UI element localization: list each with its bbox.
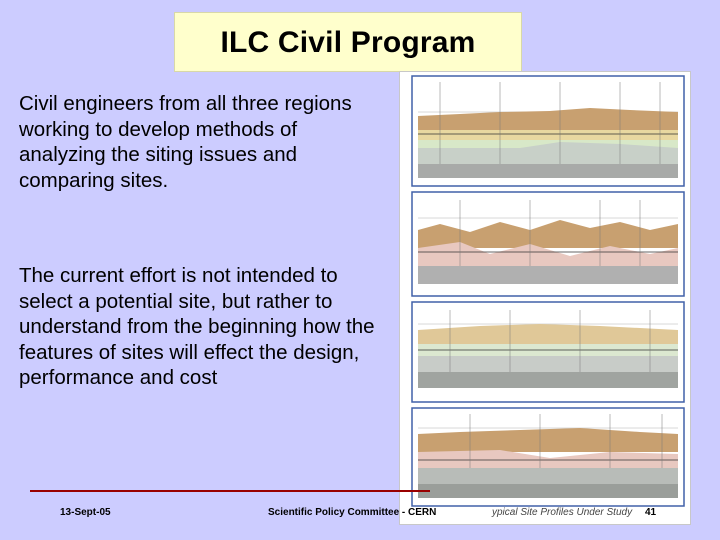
footer-page-number: 41 — [645, 507, 657, 518]
paragraph-civil-engineers: Civil engineers from all three regions w… — [19, 92, 352, 192]
slide-title: ILC Civil Program — [220, 26, 476, 59]
figure-caption: ypical Site Profiles Under Study — [492, 507, 633, 518]
site-profile-panel-3 — [411, 301, 685, 403]
title-box: ILC Civil Program — [174, 12, 522, 72]
site-profile-panel-1 — [411, 75, 685, 187]
site-profiles-figure — [400, 72, 690, 524]
site-profile-panel-2 — [411, 191, 685, 297]
footer-rule — [30, 490, 430, 492]
site-profile-panel-4 — [411, 407, 685, 507]
footer-committee: Scientific Policy Committee - CERN — [268, 507, 437, 518]
site-profiles-drawing — [411, 75, 685, 507]
paragraph-current-effort: The current effort is not intended to se… — [19, 264, 375, 389]
footer-date: 13-Sept-05 — [60, 507, 111, 518]
